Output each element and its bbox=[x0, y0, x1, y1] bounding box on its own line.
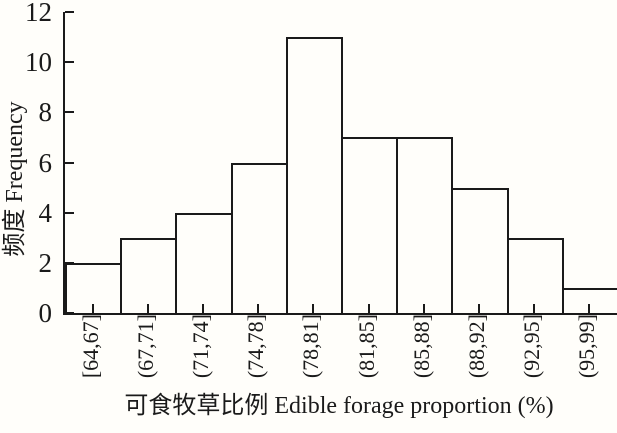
x-axis-tick-label: [64,67] bbox=[77, 314, 103, 379]
x-axis-tick-label: (74,78] bbox=[243, 314, 269, 379]
histogram-bar bbox=[120, 237, 178, 313]
x-axis-tick-label: (85,88] bbox=[408, 314, 434, 379]
x-axis-tick-label: (95,99] bbox=[574, 314, 600, 379]
x-axis-tick bbox=[588, 304, 591, 313]
x-axis-tick bbox=[367, 304, 370, 313]
histogram-bar bbox=[285, 37, 343, 313]
histogram-bar bbox=[341, 137, 399, 313]
x-axis-tick bbox=[257, 304, 260, 313]
y-axis-tick bbox=[65, 61, 74, 64]
x-axis-tick bbox=[146, 304, 149, 313]
y-axis-tick-label: 2 bbox=[38, 247, 53, 278]
y-axis-tick bbox=[65, 11, 74, 13]
x-axis-tick-label: (78,81] bbox=[298, 314, 324, 379]
y-axis-tick-label: 8 bbox=[38, 97, 53, 128]
x-axis-tick bbox=[312, 304, 315, 313]
y-axis-tick-label: 6 bbox=[38, 147, 53, 178]
y-axis-tick-label: 4 bbox=[38, 197, 53, 228]
x-axis-tick bbox=[202, 304, 204, 313]
x-axis-tick bbox=[533, 304, 536, 313]
y-axis-tick bbox=[65, 161, 74, 164]
histogram-bar bbox=[451, 187, 509, 313]
y-axis-tick-label: 0 bbox=[38, 298, 53, 328]
histogram-bar bbox=[175, 212, 233, 313]
x-axis-tick-label: (88,92] bbox=[464, 314, 489, 379]
x-axis-tick bbox=[91, 304, 94, 313]
x-axis-tick bbox=[422, 304, 425, 313]
x-axis-tick bbox=[478, 304, 480, 313]
y-axis-tick-label: 12 bbox=[25, 0, 52, 27]
histogram-bar bbox=[506, 237, 564, 313]
x-axis-title: 可食牧草比例 Edible forage proportion (%) bbox=[124, 393, 554, 419]
y-axis-tick bbox=[65, 211, 74, 214]
plot-area bbox=[63, 11, 617, 315]
y-axis-tick bbox=[65, 111, 74, 114]
x-axis-tick-label: (81,85] bbox=[353, 314, 379, 379]
x-axis-tick-label: (67,71] bbox=[132, 314, 158, 379]
y-axis-tick-label: 10 bbox=[25, 47, 52, 78]
x-axis-tick-label: (71,74] bbox=[188, 314, 213, 379]
histogram-bar bbox=[230, 162, 288, 313]
x-axis-tick-label: (92,95] bbox=[519, 314, 545, 379]
histogram-bar bbox=[65, 262, 123, 313]
y-axis-tick bbox=[65, 312, 74, 314]
y-axis-tick bbox=[65, 261, 74, 264]
histogram-bar bbox=[396, 137, 454, 313]
